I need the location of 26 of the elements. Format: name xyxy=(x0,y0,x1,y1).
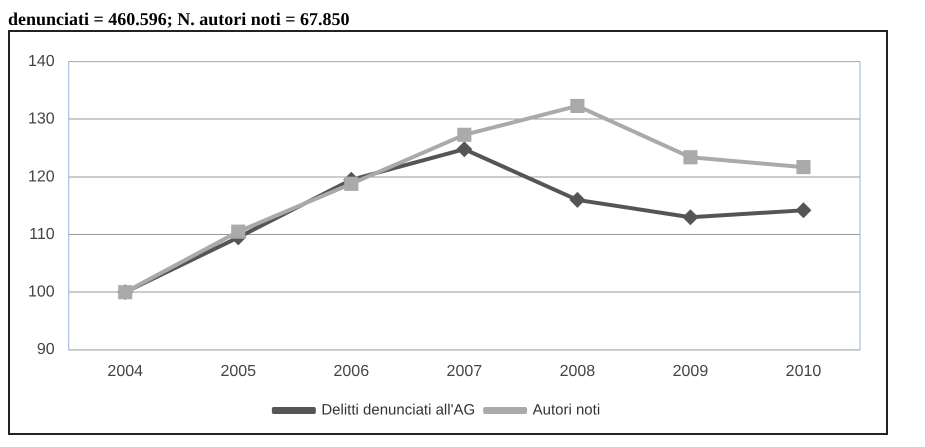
x-tick-label: 2007 xyxy=(446,362,482,380)
point xyxy=(682,209,698,226)
point xyxy=(795,202,812,218)
x-tick-label: 2009 xyxy=(672,362,708,380)
x-tick-label: 2008 xyxy=(560,362,596,380)
point xyxy=(231,224,246,239)
y-tick-label: 130 xyxy=(28,110,55,128)
y-tick-label: 120 xyxy=(28,168,55,186)
point xyxy=(569,192,586,208)
point xyxy=(570,98,584,114)
x-tick-label: 2010 xyxy=(786,362,822,380)
y-tick-label: 100 xyxy=(28,284,55,301)
legend-label: Autori noti xyxy=(532,402,600,419)
chart-title: denunciati = 460.596; N. autori noti = 67.850 xyxy=(8,8,351,30)
y-tick-label: 110 xyxy=(29,226,55,243)
y-tick-label: 140 xyxy=(28,53,55,70)
point xyxy=(344,176,358,191)
x-tick-label: 2005 xyxy=(220,362,256,380)
legend-label: Delitti denunciati all'AG xyxy=(321,402,476,419)
x-tick-label: 2006 xyxy=(334,362,370,380)
point xyxy=(683,150,698,164)
point xyxy=(457,128,472,142)
x-tick-label: 2004 xyxy=(107,362,144,380)
y-tick-label: 90 xyxy=(36,341,55,358)
point xyxy=(456,141,472,158)
point xyxy=(796,160,811,174)
